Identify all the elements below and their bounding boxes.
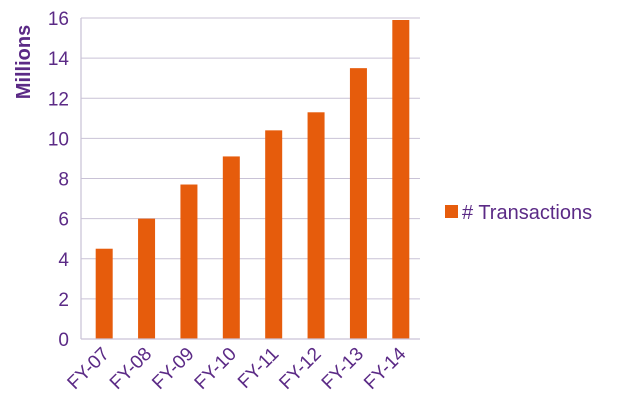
y-tick-label: 12 [48, 89, 69, 110]
bar-fy-08 [138, 218, 156, 339]
legend-label: # Transactions [462, 202, 592, 224]
legend: # Transactions [445, 202, 592, 224]
y-tick-label: 10 [48, 129, 69, 150]
bar-fy-12 [307, 112, 325, 339]
x-tick-label: FY-12 [275, 344, 325, 394]
y-tick-label: 14 [48, 49, 70, 70]
bar-fy-09 [180, 184, 198, 339]
x-tick-label: FY-07 [64, 344, 114, 394]
x-tick-label: FY-11 [234, 344, 283, 393]
y-tick-label: 2 [58, 290, 69, 311]
y-tick-label: 16 [48, 9, 69, 30]
x-tick-label: FY-08 [106, 344, 156, 394]
y-tick-label: 4 [58, 250, 69, 271]
gridlines [81, 17, 420, 300]
bar-fy-07 [95, 248, 113, 339]
x-tick-label: FY-10 [191, 344, 241, 394]
bar-fy-14 [392, 20, 410, 339]
legend-swatch [445, 205, 458, 218]
bar-fy-13 [349, 68, 367, 339]
y-axis-label: Millions [13, 25, 35, 99]
bar-fy-10 [222, 156, 240, 339]
x-tick-label: FY-09 [148, 344, 198, 394]
y-tick-label: 8 [58, 170, 69, 191]
bar-fy-11 [265, 130, 283, 339]
y-tick-labels: 0 2 4 6 8 10 12 14 16 [48, 9, 70, 351]
bar-group [95, 20, 410, 339]
x-tick-label: FY-14 [360, 343, 411, 394]
x-tick-label: FY-13 [318, 344, 368, 394]
y-tick-label: 0 [58, 330, 69, 351]
y-tick-label: 6 [58, 210, 69, 231]
